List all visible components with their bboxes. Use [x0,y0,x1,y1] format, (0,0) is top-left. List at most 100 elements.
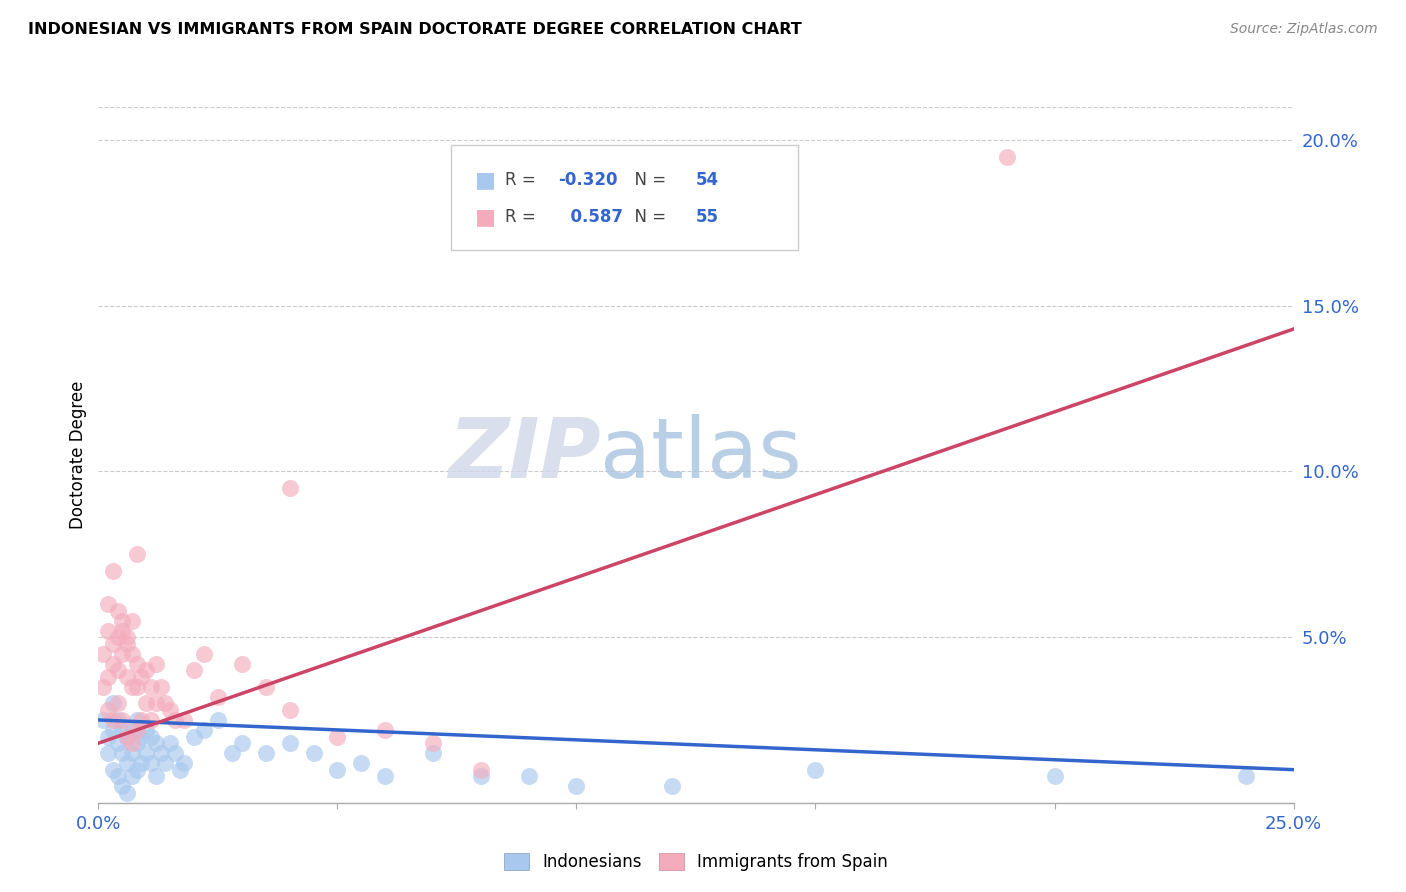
Point [139,713,162,727]
Point [131,756,153,770]
Point [278,736,301,750]
Point [661,779,683,793]
Point [125,763,148,777]
Point [107,630,129,644]
Point [565,779,588,793]
Point [115,637,138,651]
Point [254,746,277,760]
Text: ■: ■ [475,170,496,190]
Point [254,680,277,694]
Point [350,756,373,770]
Text: -0.320: -0.320 [558,171,619,189]
Point [159,703,181,717]
Point [135,697,157,711]
Y-axis label: Doctorate Degree: Doctorate Degree [69,381,87,529]
Point [97,730,120,744]
Point [183,663,205,677]
Point [374,723,396,737]
Point [278,481,301,495]
Point [115,630,138,644]
Point [193,723,215,737]
Point [101,713,124,727]
Point [125,736,148,750]
Point [101,763,124,777]
Point [302,746,325,760]
Point [125,657,148,671]
Point [107,769,129,783]
FancyBboxPatch shape [451,145,797,250]
Point [115,730,138,744]
Point [149,680,172,694]
Point [111,723,134,737]
Point [115,670,138,684]
Point [111,614,134,628]
Point [470,763,492,777]
Point [121,723,143,737]
Point [115,756,138,770]
Point [149,746,172,760]
Point [145,736,167,750]
Point [125,723,148,737]
Point [231,657,253,671]
Point [995,150,1018,164]
Text: N =: N = [624,208,672,226]
Point [173,756,195,770]
Point [97,624,120,638]
Point [326,730,349,744]
Point [115,730,138,744]
Point [91,713,114,727]
Point [115,786,138,800]
Point [231,736,253,750]
Point [1043,769,1066,783]
Point [121,614,143,628]
Point [183,730,205,744]
Point [121,680,143,694]
Point [159,736,181,750]
Text: 0.587: 0.587 [558,208,623,226]
Point [422,746,444,760]
Text: ■: ■ [475,207,496,227]
Point [101,697,124,711]
Point [139,756,162,770]
Point [121,769,143,783]
Point [101,657,124,671]
Point [125,547,148,561]
Point [111,779,134,793]
Point [97,703,120,717]
Point [207,690,229,704]
Text: R =: R = [505,208,541,226]
Point [1234,769,1257,783]
Point [145,769,167,783]
Point [107,663,129,677]
Point [169,763,191,777]
Text: R =: R = [505,171,541,189]
Point [135,663,157,677]
Point [139,680,162,694]
Point [125,680,148,694]
Point [278,703,301,717]
Point [374,769,396,783]
Point [135,723,157,737]
Point [121,647,143,661]
Point [107,697,129,711]
Point [193,647,215,661]
Point [111,624,134,638]
Point [101,637,124,651]
Point [111,746,134,760]
Legend: Indonesians, Immigrants from Spain: Indonesians, Immigrants from Spain [498,847,894,878]
Point [145,697,167,711]
Point [163,713,186,727]
Point [125,713,148,727]
Text: ZIP: ZIP [447,415,600,495]
Point [101,564,124,578]
Point [135,746,157,760]
Point [97,670,120,684]
Point [207,713,229,727]
Text: N =: N = [624,171,672,189]
Point [517,769,540,783]
Point [91,647,114,661]
Text: Source: ZipAtlas.com: Source: ZipAtlas.com [1230,22,1378,37]
Point [111,647,134,661]
Point [131,713,153,727]
Point [155,756,177,770]
